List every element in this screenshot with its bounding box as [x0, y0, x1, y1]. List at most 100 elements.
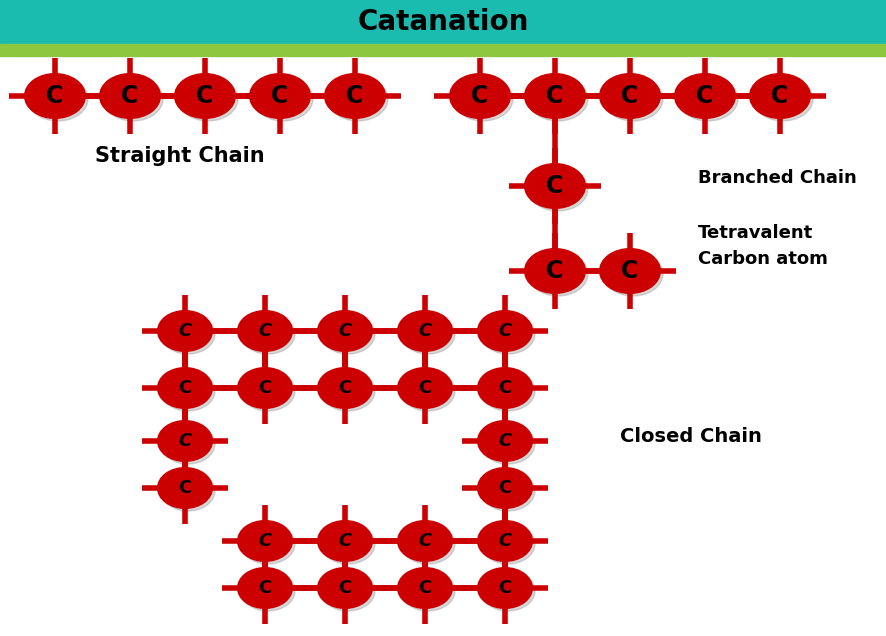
Text: C: C — [178, 479, 191, 497]
Ellipse shape — [238, 311, 292, 351]
Ellipse shape — [158, 311, 212, 351]
Text: Straight Chain: Straight Chain — [95, 146, 265, 166]
Ellipse shape — [478, 421, 532, 461]
Ellipse shape — [161, 471, 215, 511]
Ellipse shape — [603, 77, 663, 121]
Ellipse shape — [481, 571, 535, 611]
Ellipse shape — [600, 249, 660, 293]
Text: C: C — [621, 84, 639, 108]
Ellipse shape — [678, 77, 738, 121]
Ellipse shape — [401, 571, 455, 611]
Text: C: C — [338, 579, 352, 597]
Text: C: C — [338, 322, 352, 340]
Ellipse shape — [398, 368, 452, 408]
Ellipse shape — [318, 521, 372, 561]
Ellipse shape — [525, 74, 585, 118]
Ellipse shape — [250, 74, 310, 118]
Ellipse shape — [238, 521, 292, 561]
Ellipse shape — [398, 568, 452, 608]
Ellipse shape — [401, 314, 455, 354]
Text: Tetravalent
Carbon atom: Tetravalent Carbon atom — [698, 225, 828, 268]
Ellipse shape — [528, 77, 588, 121]
Ellipse shape — [525, 164, 585, 208]
Text: C: C — [498, 379, 511, 397]
Ellipse shape — [175, 74, 235, 118]
Ellipse shape — [328, 77, 388, 121]
Text: C: C — [418, 579, 431, 597]
Text: C: C — [547, 259, 563, 283]
Text: C: C — [547, 84, 563, 108]
Text: C: C — [121, 84, 138, 108]
Ellipse shape — [103, 77, 163, 121]
Text: C: C — [498, 432, 511, 450]
Text: C: C — [498, 532, 511, 550]
Ellipse shape — [478, 311, 532, 351]
Text: C: C — [498, 479, 511, 497]
Ellipse shape — [453, 77, 513, 121]
Text: C: C — [696, 84, 713, 108]
Ellipse shape — [241, 314, 295, 354]
Ellipse shape — [753, 77, 813, 121]
Ellipse shape — [478, 368, 532, 408]
Ellipse shape — [398, 311, 452, 351]
Text: C: C — [346, 84, 363, 108]
Ellipse shape — [401, 371, 455, 411]
Ellipse shape — [28, 77, 88, 121]
Ellipse shape — [481, 424, 535, 464]
Ellipse shape — [158, 421, 212, 461]
Ellipse shape — [161, 371, 215, 411]
Ellipse shape — [318, 311, 372, 351]
Ellipse shape — [161, 314, 215, 354]
Ellipse shape — [100, 74, 160, 118]
Ellipse shape — [158, 368, 212, 408]
Ellipse shape — [481, 371, 535, 411]
Ellipse shape — [321, 524, 375, 564]
Text: Closed Chain: Closed Chain — [620, 427, 762, 445]
Ellipse shape — [161, 424, 215, 464]
Text: C: C — [621, 259, 639, 283]
Text: C: C — [178, 379, 191, 397]
Text: C: C — [418, 379, 431, 397]
Ellipse shape — [238, 568, 292, 608]
Ellipse shape — [178, 77, 238, 121]
Text: Catanation: Catanation — [357, 8, 529, 36]
Ellipse shape — [481, 524, 535, 564]
Ellipse shape — [158, 468, 212, 508]
Text: C: C — [547, 174, 563, 198]
Ellipse shape — [478, 568, 532, 608]
Text: C: C — [197, 84, 214, 108]
Ellipse shape — [450, 74, 510, 118]
Ellipse shape — [603, 252, 663, 296]
Ellipse shape — [241, 371, 295, 411]
Ellipse shape — [478, 468, 532, 508]
Bar — [0, 0, 886, 44]
Ellipse shape — [750, 74, 810, 118]
Ellipse shape — [321, 371, 375, 411]
Text: C: C — [259, 532, 272, 550]
Text: C: C — [271, 84, 289, 108]
Ellipse shape — [321, 314, 375, 354]
Text: C: C — [178, 432, 191, 450]
Text: C: C — [498, 579, 511, 597]
Ellipse shape — [481, 314, 535, 354]
Text: C: C — [338, 379, 352, 397]
Ellipse shape — [525, 249, 585, 293]
Text: C: C — [338, 532, 352, 550]
Ellipse shape — [318, 368, 372, 408]
Ellipse shape — [318, 568, 372, 608]
Text: C: C — [418, 532, 431, 550]
Ellipse shape — [478, 521, 532, 561]
Ellipse shape — [675, 74, 735, 118]
Text: C: C — [772, 84, 789, 108]
Bar — [0, 44, 886, 56]
Ellipse shape — [481, 471, 535, 511]
Ellipse shape — [238, 368, 292, 408]
Ellipse shape — [401, 524, 455, 564]
Text: C: C — [178, 322, 191, 340]
Ellipse shape — [398, 521, 452, 561]
Text: C: C — [471, 84, 488, 108]
Ellipse shape — [528, 252, 588, 296]
Text: Branched Chain: Branched Chain — [698, 169, 857, 187]
Text: C: C — [46, 84, 64, 108]
Ellipse shape — [241, 524, 295, 564]
